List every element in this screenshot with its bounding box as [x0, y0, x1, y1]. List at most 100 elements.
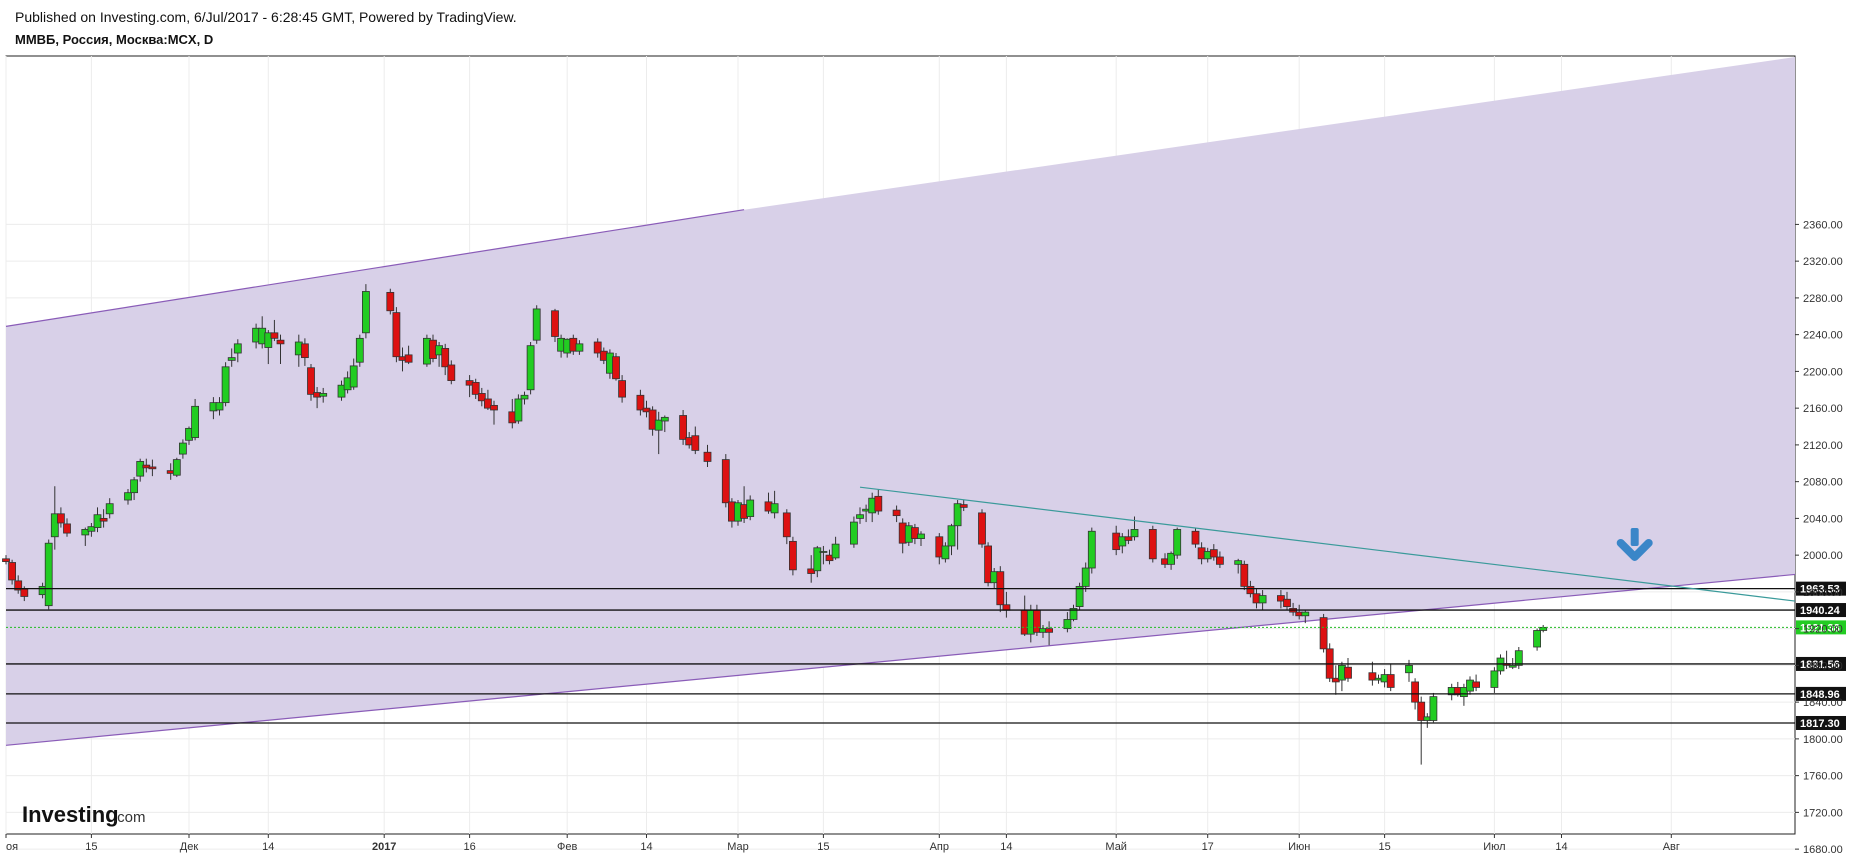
candle	[178, 439, 187, 459]
candle	[1258, 590, 1267, 611]
candle-body	[270, 332, 279, 339]
candle	[1191, 527, 1200, 548]
candle	[746, 495, 755, 521]
candle-body	[782, 512, 791, 538]
candle	[124, 488, 132, 505]
candle	[361, 284, 370, 339]
candle-body	[636, 394, 645, 411]
candle	[1368, 661, 1377, 686]
candle	[44, 539, 53, 610]
candle-body	[551, 310, 559, 337]
price-level: 1817.30	[6, 715, 1846, 730]
candle-body	[575, 343, 584, 352]
candle	[1344, 658, 1352, 682]
candle	[447, 360, 456, 385]
investing-logo: Investing .com	[22, 802, 146, 827]
candle-body	[361, 291, 370, 334]
candle-body	[1411, 681, 1419, 703]
candle-body	[1429, 696, 1438, 721]
candle	[233, 339, 242, 363]
candle	[514, 394, 523, 424]
candle	[1075, 582, 1084, 611]
candle-body	[1209, 549, 1218, 558]
candle-body	[1045, 628, 1053, 633]
candle-body	[1081, 567, 1090, 587]
channel-upper-line	[5, 209, 745, 327]
candle-body	[337, 384, 346, 398]
x-tick-label: оя	[6, 841, 18, 853]
candle	[227, 348, 236, 367]
candle-body	[44, 542, 53, 607]
price-axis[interactable]: 1680.00 1720.00 1760.00 1800.00 1840.00 1880.…	[1795, 219, 1843, 856]
x-tick-label: 17	[1202, 841, 1214, 853]
candle	[551, 308, 559, 343]
candle-body	[746, 499, 755, 517]
candle-body	[691, 435, 700, 451]
candle	[892, 505, 901, 523]
candle	[1124, 529, 1133, 545]
candle-body	[1234, 560, 1243, 565]
y-tick-label: 2320.00	[1803, 256, 1843, 268]
candle-body	[1216, 556, 1224, 565]
y-tick-label: 2040.00	[1803, 513, 1843, 525]
candle-body	[99, 517, 108, 522]
candle-body	[1405, 664, 1413, 674]
candle-body	[612, 356, 620, 380]
candle	[813, 545, 822, 578]
candle	[307, 364, 315, 401]
time-axis[interactable]: оя 15 Дек 14 2017 16 Фев 14 Мар 15 Апр 14 Май 17 Июн 15…	[5, 834, 1680, 853]
candle	[654, 411, 663, 455]
candle	[819, 545, 828, 565]
candle-body	[136, 461, 145, 477]
candle-body	[1386, 674, 1395, 688]
horizontal-levels: 1963.53 1940.24 1921.38 1881.56 1848.96 1817.…	[6, 581, 1846, 730]
candle	[87, 522, 96, 537]
candle-body	[300, 343, 309, 359]
price-level: 1848.96	[6, 686, 1846, 701]
candle-body	[1368, 672, 1377, 681]
price-level: 1940.24	[6, 603, 1846, 618]
candle	[691, 426, 700, 455]
candle-body	[386, 291, 395, 312]
candle-body	[57, 513, 65, 524]
candle	[959, 500, 968, 512]
candle-body	[1148, 529, 1157, 560]
candle-body	[178, 442, 187, 455]
candle-body	[526, 345, 535, 391]
candle	[953, 500, 962, 550]
x-tick-label: Апр	[930, 841, 949, 853]
candle-body	[978, 512, 986, 545]
candle-body	[703, 451, 712, 462]
candle	[392, 307, 401, 363]
candle	[1514, 647, 1523, 670]
candle-body	[789, 540, 797, 571]
x-tick-label: Июн	[1288, 841, 1310, 853]
candle	[703, 444, 712, 467]
candle	[355, 334, 364, 367]
candle-body	[984, 545, 992, 584]
candle-body	[14, 580, 23, 591]
candle	[1234, 558, 1243, 574]
candle	[1081, 562, 1090, 592]
candle	[1167, 551, 1175, 570]
candle	[648, 406, 657, 436]
candle	[172, 457, 181, 478]
channel-lower-line	[5, 573, 1796, 746]
trendline	[859, 486, 1796, 602]
y-tick-label: 2160.00	[1803, 403, 1843, 415]
candle	[1472, 674, 1480, 692]
candle-body	[355, 337, 364, 363]
candle	[276, 334, 285, 365]
candle-body	[87, 526, 96, 532]
candle-body	[142, 464, 151, 469]
candle-body	[392, 312, 401, 358]
candle	[50, 486, 59, 550]
current-price-label: 1921.38	[1800, 622, 1840, 634]
level-label: 1881.56	[1800, 659, 1840, 671]
candle	[1216, 551, 1224, 569]
candle	[105, 498, 114, 519]
candle-body	[1344, 666, 1352, 679]
candle-body	[227, 357, 236, 361]
candle-body	[856, 514, 864, 519]
candle	[471, 378, 480, 399]
